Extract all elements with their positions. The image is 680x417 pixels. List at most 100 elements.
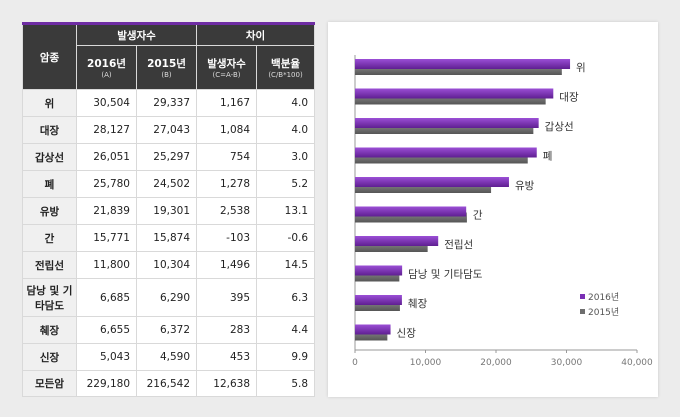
cell-2016: 15,771: [76, 224, 137, 252]
row-label: 전립선: [22, 251, 77, 279]
header-2015: 2015년 (B): [135, 45, 198, 90]
table-row: 췌장 6,655 6,372 283 4.4: [22, 316, 316, 344]
x-tick-label: 20,000: [480, 358, 512, 368]
table-row: 신장 5,043 4,590 453 9.9: [22, 343, 316, 371]
row-label: 담낭 및 기타담도: [22, 278, 77, 317]
bar-2016: [355, 59, 571, 69]
bar-2016: [355, 206, 467, 217]
bar-2015: [355, 153, 528, 164]
bar-2016: [355, 118, 539, 128]
bar-chart: 0 10,000 20,000 30,000 40,000 위대장갑상선폐유방간전립선담낭…: [352, 55, 653, 368]
bar-2016: [355, 88, 554, 99]
bar-2015: [355, 183, 492, 193]
header-diff: 발생자수 (C=A-B): [196, 45, 258, 90]
header-cancer-type: 암종: [22, 22, 77, 90]
cell-2015: 27,043: [135, 116, 198, 144]
cell-2015: 216,542: [135, 370, 198, 397]
cell-2015: 29,337: [135, 89, 198, 117]
bar-2015: [355, 65, 562, 75]
row-label: 대장: [22, 116, 77, 144]
cell-2015: 24,502: [135, 170, 198, 198]
cell-diff: 1,084: [196, 116, 258, 144]
row-label: 췌장: [22, 316, 77, 344]
cell-2016: 30,504: [76, 89, 137, 117]
table-row: 유방 21,839 19,301 2,538 13.1: [22, 197, 316, 225]
cell-2015: 4,590: [135, 343, 198, 371]
category-label: 갑상선: [545, 121, 574, 133]
cell-2016: 28,127: [76, 116, 137, 144]
cell-pct: 5.8: [256, 370, 316, 397]
cell-2015: 6,290: [135, 278, 198, 317]
cell-pct: 14.5: [256, 251, 316, 279]
category-label: 담낭 및 기타담도: [408, 269, 483, 281]
table-row: 갑상선 26,051 25,297 754 3.0: [22, 143, 316, 171]
row-label: 위: [22, 89, 77, 117]
bar-2016: [355, 265, 403, 276]
category-label: 췌장: [408, 298, 428, 310]
row-label: 신장: [22, 343, 77, 371]
cell-diff: 453: [196, 343, 258, 371]
cell-pct: 6.3: [256, 278, 316, 317]
cell-diff: 1,496: [196, 251, 258, 279]
category-label: 간: [473, 210, 483, 222]
cell-diff: 754: [196, 143, 258, 171]
cell-pct: 4.0: [256, 89, 316, 117]
legend-label-2016: 2016년: [588, 292, 619, 303]
legend-swatch-2015: [580, 309, 585, 314]
incidence-table-panel: 암종 발생자수 차이 2016년 (A) 2015년 (B) 발생자수 (C=A-B)…: [22, 22, 316, 397]
cell-2015: 6,372: [135, 316, 198, 344]
cell-pct: 9.9: [256, 343, 316, 371]
header-2016: 2016년 (A): [76, 45, 137, 90]
bar-2015: [355, 271, 400, 282]
cell-2015: 15,874: [135, 224, 198, 252]
cell-diff: 395: [196, 278, 258, 317]
cell-2016: 5,043: [76, 343, 137, 371]
cell-pct: 4.0: [256, 116, 316, 144]
cell-diff: 12,638: [196, 370, 258, 397]
x-tick-label: 0: [352, 358, 358, 368]
bar-2015: [355, 124, 534, 134]
x-tick-label: 40,000: [621, 358, 653, 368]
cell-2015: 10,304: [135, 251, 198, 279]
cell-pct: 5.2: [256, 170, 316, 198]
cell-pct: 4.4: [256, 316, 316, 344]
bar-chart-panel: 0 10,000 20,000 30,000 40,000 위 대장 갑상선 폐 유방 간 전립선 담낭…: [328, 22, 658, 397]
table-row: 폐 25,780 24,502 1,278 5.2: [22, 170, 316, 198]
header-group-diff: 차이: [196, 22, 316, 46]
bar-2015: [355, 94, 546, 105]
cell-2015: 19,301: [135, 197, 198, 225]
bar-2016: [355, 324, 391, 335]
category-label: 유방: [515, 180, 535, 192]
bar-2015: [355, 242, 428, 252]
cell-diff: 2,538: [196, 197, 258, 225]
bar-2016: [355, 295, 402, 305]
cell-2016: 25,780: [76, 170, 137, 198]
category-label: 전립선: [444, 238, 473, 251]
table-row: 전립선 11,800 10,304 1,496 14.5: [22, 251, 316, 279]
bar-2015: [355, 330, 388, 341]
cell-diff: 1,278: [196, 170, 258, 198]
incidence-table: 암종 발생자수 차이 2016년 (A) 2015년 (B) 발생자수 (C=A-B)…: [22, 22, 316, 397]
cell-pct: 3.0: [256, 143, 316, 171]
category-label: 위: [576, 61, 586, 74]
x-tick-label: 30,000: [551, 358, 583, 368]
cell-pct: 13.1: [256, 197, 316, 225]
cell-2016: 6,685: [76, 278, 137, 317]
category-label: 폐: [543, 151, 553, 163]
cell-2015: 25,297: [135, 143, 198, 171]
cell-2016: 6,655: [76, 316, 137, 344]
cell-2016: 11,800: [76, 251, 137, 279]
category-label: 대장: [559, 92, 579, 104]
bar-2015: [355, 301, 400, 311]
legend-swatch-2016: [580, 294, 585, 299]
row-label: 모든암: [22, 370, 77, 397]
table-row: 위 30,504 29,337 1,167 4.0: [22, 89, 316, 117]
table-row: 간 15,771 15,874 -103 -0.6: [22, 224, 316, 252]
legend-label-2015: 2015년: [588, 307, 619, 318]
cell-diff: -103: [196, 224, 258, 252]
row-label: 갑상선: [22, 143, 77, 171]
table-row: 대장 28,127 27,043 1,084 4.0: [22, 116, 316, 144]
cell-diff: 1,167: [196, 89, 258, 117]
cell-pct: -0.6: [256, 224, 316, 252]
bar-2015: [355, 212, 467, 223]
